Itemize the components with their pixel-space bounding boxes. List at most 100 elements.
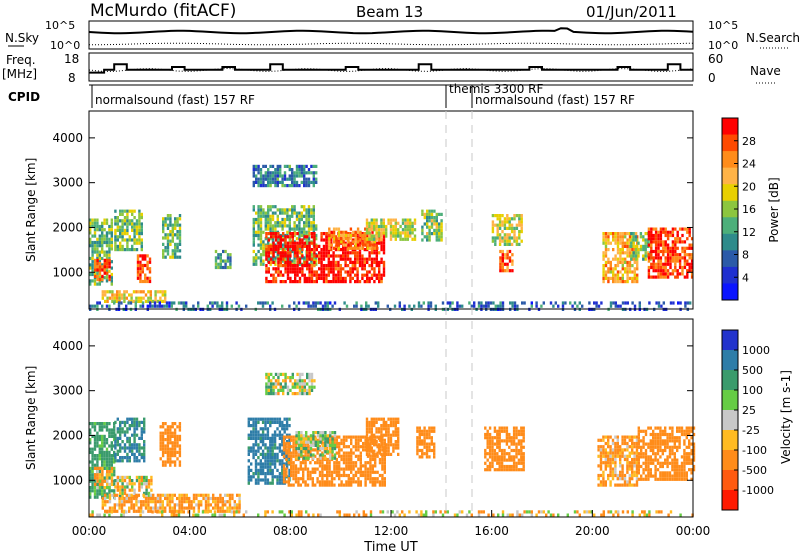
power-cell bbox=[686, 259, 689, 263]
power-cell bbox=[106, 296, 109, 300]
power-cell bbox=[621, 244, 624, 248]
power-cell bbox=[508, 256, 512, 260]
power-data-cells bbox=[89, 164, 694, 311]
velocity-cell bbox=[197, 503, 200, 507]
power-cell bbox=[262, 246, 265, 250]
velocity-cell bbox=[294, 477, 298, 481]
power-cell bbox=[171, 226, 174, 230]
power-cell bbox=[674, 259, 677, 263]
velocity-cell bbox=[284, 379, 287, 383]
power-cell bbox=[259, 240, 263, 244]
velocity-cell bbox=[302, 480, 305, 484]
power-cell bbox=[117, 301, 121, 305]
velocity-cell bbox=[500, 464, 504, 469]
velocity-cell bbox=[382, 452, 385, 456]
power-cell bbox=[322, 254, 326, 258]
power-cell bbox=[279, 257, 282, 261]
power-cell bbox=[138, 222, 141, 226]
velocity-cell bbox=[156, 496, 160, 501]
power-cell bbox=[376, 246, 379, 250]
power-cell bbox=[652, 269, 655, 273]
power-cell bbox=[300, 227, 303, 231]
power-cell bbox=[421, 238, 424, 242]
velocity-cell bbox=[285, 457, 288, 462]
power-cell bbox=[91, 244, 94, 248]
velocity-cell bbox=[430, 442, 433, 446]
power-cell bbox=[389, 224, 393, 229]
velocity-cell bbox=[159, 496, 162, 501]
power-cell bbox=[616, 241, 620, 245]
velocity-cell bbox=[333, 434, 337, 438]
velocity-cell bbox=[609, 461, 612, 465]
power-cell bbox=[93, 224, 97, 229]
power-cell bbox=[413, 221, 417, 225]
velocity-cell bbox=[304, 480, 307, 484]
velocity-cell bbox=[281, 443, 284, 447]
velocity-cell bbox=[276, 452, 279, 456]
power-cell bbox=[409, 234, 412, 238]
power-cell bbox=[303, 214, 306, 218]
power-cell bbox=[619, 241, 622, 245]
velocity-cell bbox=[333, 453, 337, 457]
power-cell bbox=[361, 237, 365, 241]
velocity-cell bbox=[373, 420, 376, 424]
power-cell bbox=[255, 164, 258, 168]
power-cell bbox=[604, 260, 608, 264]
power-cell bbox=[300, 168, 303, 172]
velocity-cell bbox=[428, 448, 431, 453]
velocity-cell bbox=[377, 436, 381, 440]
velocity-cell bbox=[307, 456, 310, 460]
power-cell bbox=[364, 237, 367, 241]
power-cell bbox=[286, 241, 290, 245]
velocity-cell bbox=[269, 468, 272, 472]
power-cell bbox=[295, 224, 299, 228]
velocity-cell bbox=[292, 461, 295, 465]
velocity-cell bbox=[371, 441, 374, 446]
power-cell bbox=[368, 270, 371, 274]
velocity-cell bbox=[233, 506, 236, 510]
power-cell bbox=[135, 290, 138, 294]
velocity-cell bbox=[326, 480, 329, 484]
power-cell bbox=[108, 237, 111, 241]
velocity-cell bbox=[292, 464, 295, 468]
velocity-cell bbox=[274, 385, 278, 389]
velocity-cell bbox=[161, 425, 165, 429]
velocity-cell bbox=[314, 440, 317, 444]
velocity-cell bbox=[145, 495, 148, 499]
velocity-cell bbox=[517, 461, 521, 465]
velocity-cell bbox=[101, 463, 104, 467]
power-cell bbox=[267, 256, 270, 260]
velocity-cell bbox=[164, 506, 167, 510]
power-cell bbox=[370, 267, 374, 271]
power-cell bbox=[356, 267, 359, 271]
power-cell bbox=[652, 259, 655, 263]
power-cell bbox=[206, 304, 209, 308]
power-cell bbox=[468, 301, 471, 305]
velocity-cell bbox=[168, 496, 172, 501]
velocity-cell bbox=[238, 500, 241, 504]
power-cell bbox=[257, 184, 260, 188]
power-cell bbox=[497, 304, 500, 308]
power-cell bbox=[226, 259, 230, 263]
velocity-cell bbox=[143, 430, 146, 434]
power-cell bbox=[652, 249, 655, 254]
power-cell bbox=[276, 164, 279, 168]
power-cell bbox=[270, 257, 273, 261]
velocity-cell bbox=[108, 422, 111, 426]
power-cell bbox=[262, 208, 265, 212]
velocity-cell bbox=[503, 455, 506, 459]
velocity-cell bbox=[309, 453, 313, 457]
velocity-cell bbox=[106, 500, 109, 504]
power-cell bbox=[298, 270, 302, 274]
power-cell bbox=[131, 244, 134, 248]
power-cell bbox=[138, 219, 141, 223]
power-cell bbox=[119, 232, 122, 236]
power-cell bbox=[303, 180, 306, 184]
power-cell bbox=[116, 219, 119, 223]
power-cell bbox=[259, 233, 263, 238]
velocity-cell bbox=[300, 453, 303, 457]
power-cell bbox=[101, 224, 104, 229]
power-cell bbox=[435, 228, 438, 232]
power-cell bbox=[347, 233, 350, 238]
power-cell bbox=[356, 254, 359, 258]
